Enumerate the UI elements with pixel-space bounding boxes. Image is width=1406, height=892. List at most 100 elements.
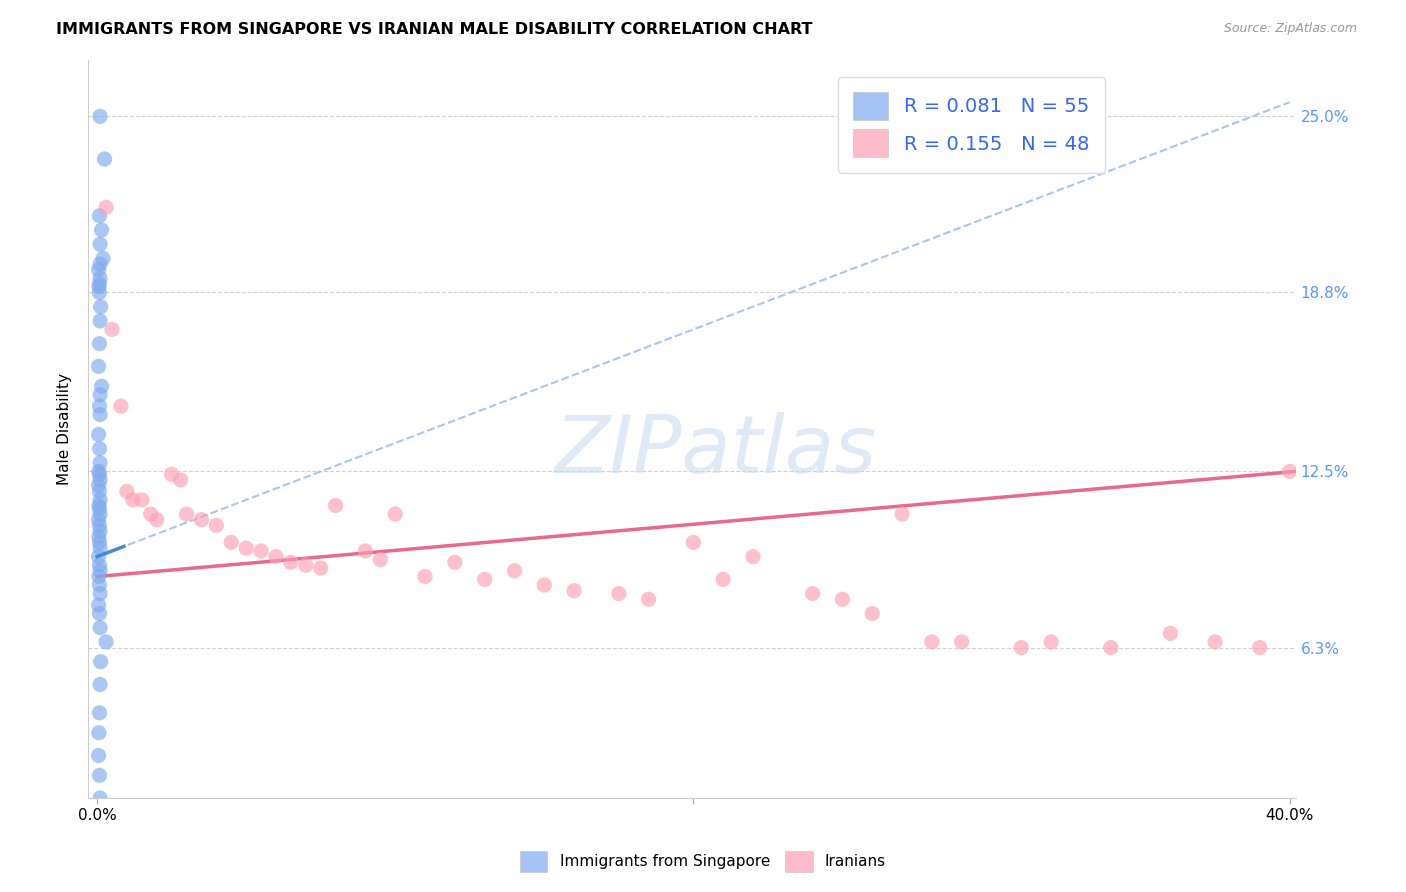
Point xyxy=(89,564,111,578)
Point xyxy=(384,507,406,521)
Point xyxy=(176,507,198,521)
Point xyxy=(94,200,117,214)
Point xyxy=(89,277,111,291)
Point xyxy=(89,706,111,720)
Point xyxy=(474,573,496,587)
Point xyxy=(368,552,391,566)
Point xyxy=(89,314,111,328)
Point xyxy=(190,513,212,527)
Point xyxy=(89,791,111,805)
Point xyxy=(87,359,110,374)
Point xyxy=(950,635,973,649)
Point xyxy=(89,501,111,516)
Point xyxy=(219,535,242,549)
Point xyxy=(90,300,112,314)
Point xyxy=(87,598,110,612)
Point xyxy=(325,499,347,513)
Point xyxy=(94,635,117,649)
Point xyxy=(89,271,111,285)
Point xyxy=(250,544,273,558)
Point xyxy=(682,535,704,549)
Point xyxy=(89,209,111,223)
Point xyxy=(87,569,110,583)
Point xyxy=(742,549,765,564)
Point xyxy=(89,535,111,549)
Point xyxy=(93,152,115,166)
Point xyxy=(139,507,162,521)
Point xyxy=(122,492,145,507)
Point xyxy=(87,280,110,294)
Point xyxy=(160,467,183,482)
Point xyxy=(354,544,377,558)
Point xyxy=(89,399,111,413)
Point xyxy=(1159,626,1181,640)
Point xyxy=(89,507,111,521)
Point xyxy=(89,677,111,691)
Point xyxy=(235,541,257,555)
Point xyxy=(115,484,138,499)
Point xyxy=(89,578,111,592)
Point xyxy=(801,586,824,600)
Point xyxy=(89,442,111,456)
Point xyxy=(89,237,111,252)
Point xyxy=(89,257,111,271)
Point xyxy=(89,285,111,300)
Legend: R = 0.081   N = 55, R = 0.155   N = 48: R = 0.081 N = 55, R = 0.155 N = 48 xyxy=(838,77,1105,172)
Point xyxy=(89,388,111,402)
Point xyxy=(89,524,111,538)
Point xyxy=(1099,640,1122,655)
Text: IMMIGRANTS FROM SINGAPORE VS IRANIAN MALE DISABILITY CORRELATION CHART: IMMIGRANTS FROM SINGAPORE VS IRANIAN MAL… xyxy=(56,22,813,37)
Point xyxy=(89,518,111,533)
Point xyxy=(562,583,585,598)
Point xyxy=(87,549,110,564)
Point xyxy=(637,592,659,607)
Point xyxy=(89,484,111,499)
Point xyxy=(444,555,467,569)
Point xyxy=(89,621,111,635)
Point xyxy=(87,513,110,527)
Point xyxy=(891,507,914,521)
Text: ZIPatlas: ZIPatlas xyxy=(555,412,877,490)
Point xyxy=(1204,635,1226,649)
Point xyxy=(1278,465,1301,479)
Point xyxy=(921,635,943,649)
Point xyxy=(89,109,111,123)
Point xyxy=(89,467,111,482)
Point xyxy=(87,427,110,442)
Point xyxy=(607,586,630,600)
Point xyxy=(309,561,332,575)
Point xyxy=(860,607,883,621)
Point xyxy=(87,262,110,277)
Point xyxy=(169,473,191,487)
Point xyxy=(91,252,114,266)
Point xyxy=(89,541,111,555)
Point xyxy=(89,768,111,782)
Point xyxy=(87,725,110,739)
Point xyxy=(1010,640,1032,655)
Y-axis label: Male Disability: Male Disability xyxy=(58,373,72,485)
Point xyxy=(110,399,132,413)
Text: Source: ZipAtlas.com: Source: ZipAtlas.com xyxy=(1223,22,1357,36)
Point xyxy=(89,586,111,600)
Point xyxy=(89,456,111,470)
Point xyxy=(280,555,302,569)
Point xyxy=(89,473,111,487)
Point xyxy=(205,518,228,533)
Point xyxy=(90,223,112,237)
Point xyxy=(131,492,153,507)
Point xyxy=(87,478,110,492)
Point xyxy=(89,492,111,507)
Point xyxy=(711,573,734,587)
Point xyxy=(503,564,526,578)
Point xyxy=(90,379,112,393)
Point xyxy=(413,569,436,583)
Point xyxy=(831,592,853,607)
Point xyxy=(87,465,110,479)
Point xyxy=(1249,640,1271,655)
Point xyxy=(90,655,112,669)
Point xyxy=(1040,635,1063,649)
Point xyxy=(533,578,555,592)
Point xyxy=(89,558,111,573)
Point xyxy=(87,748,110,763)
Point xyxy=(145,513,167,527)
